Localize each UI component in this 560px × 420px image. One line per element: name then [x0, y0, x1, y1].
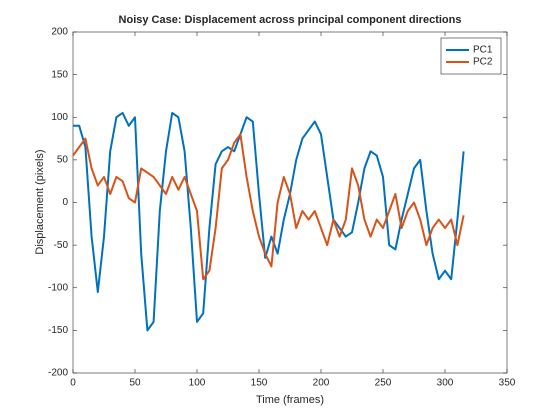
- x-tick-label: 350: [499, 378, 516, 389]
- x-tick-label: 300: [437, 378, 454, 389]
- y-tick-label: -150: [48, 325, 68, 336]
- x-tick-label: 250: [375, 378, 392, 389]
- y-tick-label: 0: [62, 197, 68, 208]
- x-tick-label: 50: [129, 378, 141, 389]
- legend-label: PC1: [473, 45, 493, 56]
- x-tick-label: 0: [70, 378, 76, 389]
- x-axis-label: Time (frames): [256, 394, 324, 406]
- y-tick-label: -50: [54, 240, 69, 251]
- y-tick-label: 100: [51, 112, 68, 123]
- x-tick-label: 150: [251, 378, 268, 389]
- y-axis-label: Displacement (pixels): [34, 149, 46, 254]
- y-tick-label: -100: [48, 282, 68, 293]
- x-tick-label: 100: [189, 378, 206, 389]
- y-tick-label: 50: [57, 155, 69, 166]
- y-tick-label: 200: [51, 27, 68, 38]
- y-tick-label: 150: [51, 69, 68, 80]
- legend-box: [440, 37, 502, 75]
- y-tick-label: -200: [48, 368, 68, 379]
- chart-title: Noisy Case: Displacement across principa…: [119, 14, 462, 26]
- x-tick-label: 200: [313, 378, 330, 389]
- legend-label: PC2: [473, 57, 493, 68]
- series-line: [72, 133, 465, 281]
